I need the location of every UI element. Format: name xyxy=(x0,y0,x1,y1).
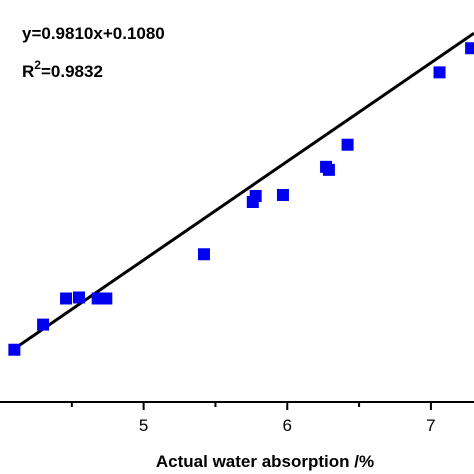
x-tick-label: 5 xyxy=(139,416,148,435)
data-point xyxy=(100,292,113,305)
data-point xyxy=(249,189,262,202)
data-point xyxy=(8,343,21,356)
data-point xyxy=(197,248,210,261)
x-axis-ticks: 5 6 7 xyxy=(70,402,436,435)
x-axis-label: Actual water absorption /% xyxy=(156,452,374,471)
data-point xyxy=(276,188,289,201)
data-point xyxy=(73,291,85,304)
data-point xyxy=(341,138,354,151)
x-tick-label: 6 xyxy=(283,416,292,435)
regression-line xyxy=(13,31,474,350)
x-tick-label: 7 xyxy=(426,416,435,435)
data-point xyxy=(60,292,73,305)
regression-equation: y=0.9810x+0.1080 xyxy=(22,24,165,43)
data-points xyxy=(8,42,474,356)
data-point xyxy=(465,42,474,55)
data-point xyxy=(322,163,335,176)
data-point xyxy=(433,66,446,79)
data-point xyxy=(246,196,259,209)
data-point xyxy=(37,318,50,331)
r-squared-label: R2=0.9832 xyxy=(22,58,103,81)
